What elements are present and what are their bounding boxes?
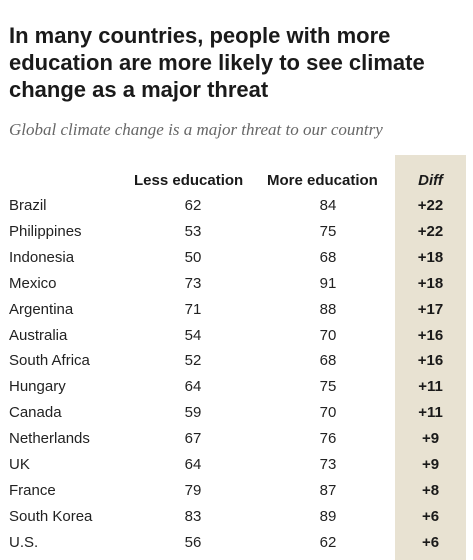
row-country-label: South Africa xyxy=(9,352,90,370)
table-row: Indonesia 50 68 +18 xyxy=(0,249,473,275)
diff-column-highlight xyxy=(395,155,466,560)
row-diff-value: +17 xyxy=(417,300,444,318)
row-country-label: Indonesia xyxy=(9,248,75,266)
row-less-education-value: 83 xyxy=(184,507,202,525)
row-country-label: Brazil xyxy=(9,197,47,214)
table-row: Hungary 64 75 +11 xyxy=(0,378,473,404)
table-row: Canada 59 70 +11 xyxy=(0,404,473,430)
row-country-label: Netherlands xyxy=(9,430,90,448)
row-country-label: Hungary xyxy=(9,378,66,396)
row-more-education-value: 89 xyxy=(319,507,337,525)
row-less-education-value: 53 xyxy=(184,222,202,240)
row-less-education-value: 50 xyxy=(184,248,202,266)
row-country-label: South Korea xyxy=(9,507,93,525)
row-less-education-value: 62 xyxy=(184,197,202,214)
table-row: France 79 87 +8 xyxy=(0,482,473,508)
table-row: Mexico 73 91 +18 xyxy=(0,275,473,301)
row-less-education-value: 64 xyxy=(184,378,202,396)
row-less-education-value: 67 xyxy=(184,430,202,448)
row-country-label: Philippines xyxy=(9,222,82,240)
row-diff-value: +18 xyxy=(417,274,444,292)
row-more-education-value: 76 xyxy=(319,430,337,448)
row-more-education-value: 84 xyxy=(319,197,337,214)
row-diff-value: +22 xyxy=(417,222,444,240)
row-less-education-value: 73 xyxy=(184,274,202,292)
row-country-label: Canada xyxy=(9,404,62,422)
table-row: UK 64 73 +9 xyxy=(0,456,473,482)
column-header-diff: Diff xyxy=(418,172,443,189)
row-diff-value: +9 xyxy=(421,430,440,448)
row-country-label: U.S. xyxy=(9,533,39,551)
row-less-education-value: 64 xyxy=(184,456,202,473)
row-country-label: Argentina xyxy=(9,300,74,318)
row-country-label: France xyxy=(9,481,56,499)
row-diff-value: +18 xyxy=(417,248,444,266)
row-more-education-value: 62 xyxy=(319,533,337,551)
row-more-education-value: 73 xyxy=(319,456,337,473)
column-header-more-education: More education xyxy=(267,172,378,189)
row-diff-value: +6 xyxy=(421,507,440,525)
table-row: U.S. 56 62 +6 xyxy=(0,534,473,560)
row-more-education-value: 70 xyxy=(319,404,337,422)
table-row: Argentina 71 88 +17 xyxy=(0,301,473,327)
table-row: South Korea 83 89 +6 xyxy=(0,508,473,534)
chart-subtitle: Global climate change is a major threat … xyxy=(9,120,383,139)
row-more-education-value: 75 xyxy=(319,378,337,396)
row-diff-value: +6 xyxy=(421,533,440,551)
row-diff-value: +16 xyxy=(417,326,444,344)
table-row: Brazil 62 84 +22 xyxy=(0,197,473,223)
row-country-label: UK xyxy=(9,456,30,473)
row-diff-value: +9 xyxy=(421,456,440,473)
row-more-education-value: 91 xyxy=(319,274,337,292)
row-country-label: Australia xyxy=(9,326,68,344)
table-row: South Africa 52 68 +16 xyxy=(0,352,473,378)
row-more-education-value: 88 xyxy=(319,300,337,318)
row-more-education-value: 68 xyxy=(319,248,337,266)
column-header-less-education: Less education xyxy=(134,172,244,189)
row-diff-value: +16 xyxy=(417,352,444,370)
row-less-education-value: 59 xyxy=(184,404,202,422)
table-row: Australia 54 70 +16 xyxy=(0,327,473,353)
row-more-education-value: 68 xyxy=(319,352,337,370)
row-diff-value: +11 xyxy=(418,378,443,396)
table-row: Philippines 53 75 +22 xyxy=(0,223,473,249)
row-more-education-value: 70 xyxy=(319,326,337,344)
row-diff-value: +22 xyxy=(417,197,444,214)
table-row: Netherlands 67 76 +9 xyxy=(0,430,473,456)
row-diff-value: +8 xyxy=(421,481,440,499)
row-less-education-value: 56 xyxy=(184,533,202,551)
row-more-education-value: 87 xyxy=(319,481,337,499)
row-less-education-value: 52 xyxy=(184,352,202,370)
chart-title: In many countries, people with more educ… xyxy=(9,23,425,102)
row-more-education-value: 75 xyxy=(319,222,337,240)
row-less-education-value: 71 xyxy=(184,300,202,318)
row-diff-value: +11 xyxy=(418,404,443,422)
row-less-education-value: 54 xyxy=(184,326,202,344)
row-less-education-value: 79 xyxy=(184,481,202,499)
row-country-label: Mexico xyxy=(9,274,57,292)
